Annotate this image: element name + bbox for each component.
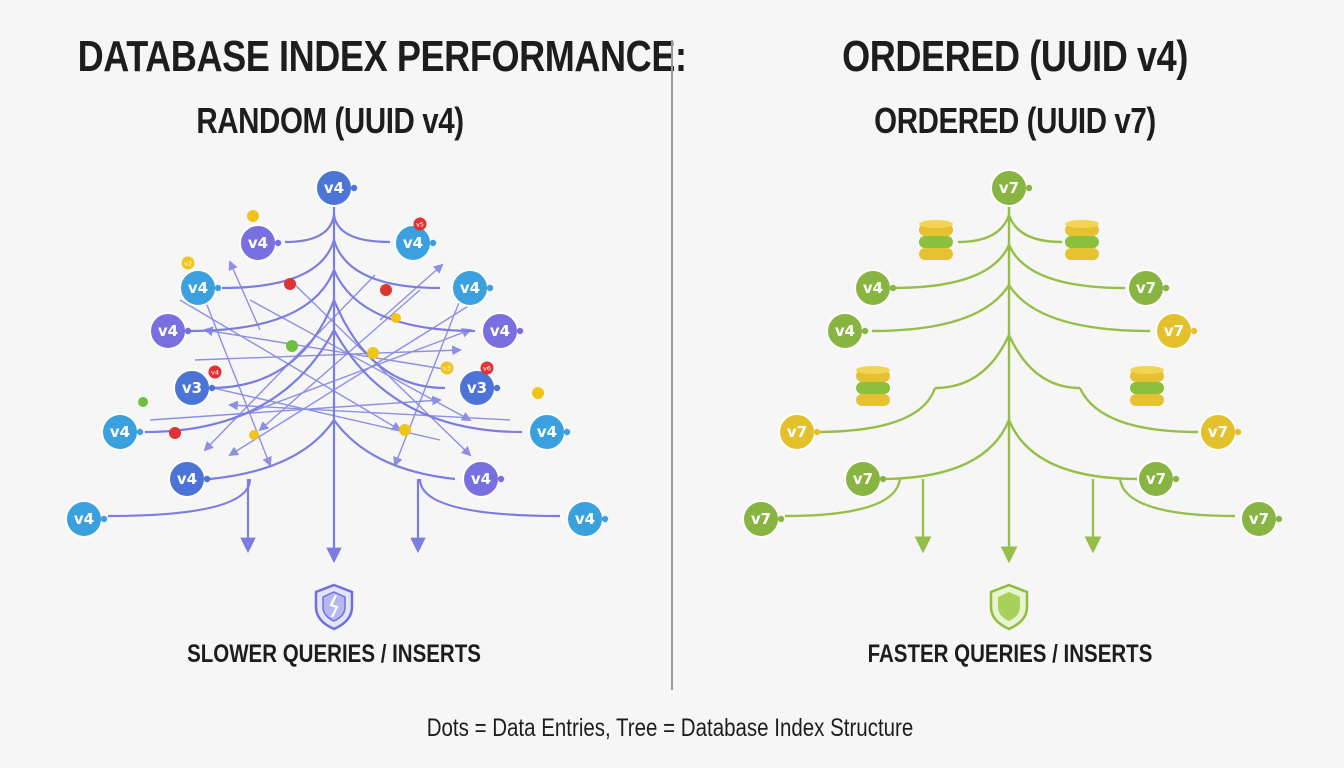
- left-subtitle: RANDOM (UUID v4): [196, 100, 464, 141]
- data-dot: [138, 397, 148, 407]
- right-node-label: v7: [999, 179, 1019, 197]
- left-node-label: v4: [324, 179, 344, 197]
- left-data-dots: [138, 210, 544, 440]
- left-node-label: v4: [471, 470, 491, 488]
- right-node: v7: [778, 413, 821, 451]
- left-node: v4: [566, 500, 609, 538]
- left-node-label: v4: [177, 470, 197, 488]
- right-node: v4: [826, 312, 869, 350]
- left-node: v4: [101, 413, 144, 451]
- left-node-label: v4: [490, 322, 510, 340]
- version-badge-label: v5: [416, 221, 424, 229]
- version-badge-label: v2: [184, 260, 192, 268]
- left-node: v4: [65, 500, 108, 538]
- left-node: v4: [462, 460, 505, 498]
- footer-legend: Dots = Data Entries, Tree = Database Ind…: [426, 714, 914, 742]
- right-node: v7: [844, 460, 887, 498]
- shield-icon: [989, 583, 1029, 631]
- right-node: v7: [1127, 269, 1170, 307]
- data-dot: [399, 424, 411, 436]
- data-dot: [380, 284, 392, 296]
- data-dot: [286, 340, 298, 352]
- left-node-label: v4: [74, 510, 94, 528]
- left-node-label: v4: [460, 279, 480, 297]
- version-badge-label: v3: [443, 365, 451, 373]
- right-node-label: v7: [853, 470, 873, 488]
- left-node: v4: [239, 224, 282, 262]
- right-title: ORDERED (UUID v4): [842, 32, 1188, 81]
- data-dot: [247, 210, 259, 222]
- data-dot: [169, 427, 181, 439]
- right-node-label: v4: [863, 279, 883, 297]
- right-node-label: v7: [1208, 423, 1228, 441]
- right-node-label: v7: [787, 423, 807, 441]
- right-node-label: v4: [835, 322, 855, 340]
- right-node: v7: [990, 169, 1033, 207]
- right-database-icons: [856, 220, 1164, 406]
- left-node: v3: [458, 369, 501, 407]
- version-badge: v3: [440, 361, 454, 375]
- right-caption: FASTER QUERIES / INSERTS: [867, 640, 1153, 668]
- left-node: v4: [481, 312, 524, 350]
- right-node: v7: [1199, 413, 1242, 451]
- right-subtitle: ORDERED (UUID v7): [874, 100, 1156, 141]
- left-caption: SLOWER QUERIES / INSERTS: [187, 640, 481, 668]
- database-stack-icon: [919, 220, 953, 260]
- left-badges: v5 v2 v4 v6 v3: [181, 217, 494, 379]
- data-dot: [367, 347, 379, 359]
- version-badge: v2: [181, 256, 195, 270]
- data-dot: [391, 313, 401, 323]
- right-node: v7: [1240, 500, 1283, 538]
- right-tree: [784, 200, 1236, 564]
- version-badge: v5: [413, 217, 427, 231]
- left-node-label: v3: [182, 379, 202, 397]
- left-node-label: v3: [467, 379, 487, 397]
- left-node: v4: [179, 269, 222, 307]
- database-stack-icon: [1130, 366, 1164, 406]
- left-node: v4: [394, 224, 437, 262]
- panel-divider: [671, 40, 673, 690]
- left-node-label: v4: [403, 234, 423, 252]
- right-nodes: v7 v4 v7 v4 v7 v7 v7 v7 v7 v7 v7: [742, 169, 1283, 538]
- cracked-shield-icon: [314, 583, 354, 631]
- data-dot: [532, 387, 544, 399]
- left-node-label: v4: [575, 510, 595, 528]
- right-node-label: v7: [1146, 470, 1166, 488]
- database-stack-icon: [856, 366, 890, 406]
- left-node: v4: [315, 169, 358, 207]
- right-node-label: v7: [751, 510, 771, 528]
- left-node: v4: [149, 312, 192, 350]
- right-node: v4: [854, 269, 897, 307]
- left-node: v3: [173, 369, 216, 407]
- version-badge: v6: [480, 361, 494, 375]
- left-node-label: v4: [158, 322, 178, 340]
- left-node-label: v4: [188, 279, 208, 297]
- left-tree: [107, 200, 561, 564]
- right-node-label: v7: [1164, 322, 1184, 340]
- version-badge-label: v6: [483, 365, 491, 373]
- right-node: v7: [742, 500, 785, 538]
- main-title: DATABASE INDEX PERFORMANCE:: [77, 32, 687, 81]
- left-nodes: v4 v4 v4 v4 v4 v4 v4 v3 v3 v4 v4 v4 v4 v4 v4: [65, 169, 609, 538]
- left-node-label: v4: [537, 423, 557, 441]
- left-node: v4: [528, 413, 571, 451]
- database-stack-icon: [1065, 220, 1099, 260]
- right-node: v7: [1155, 312, 1198, 350]
- left-node: v4: [168, 460, 211, 498]
- data-dot: [249, 430, 259, 440]
- right-node-label: v7: [1249, 510, 1269, 528]
- left-node-label: v4: [248, 234, 268, 252]
- right-node: v7: [1137, 460, 1180, 498]
- left-node-label: v4: [110, 423, 130, 441]
- version-badge: v4: [208, 365, 222, 379]
- data-dot: [284, 278, 296, 290]
- version-badge-label: v4: [211, 369, 219, 377]
- right-node-label: v7: [1136, 279, 1156, 297]
- left-node: v4: [451, 269, 494, 307]
